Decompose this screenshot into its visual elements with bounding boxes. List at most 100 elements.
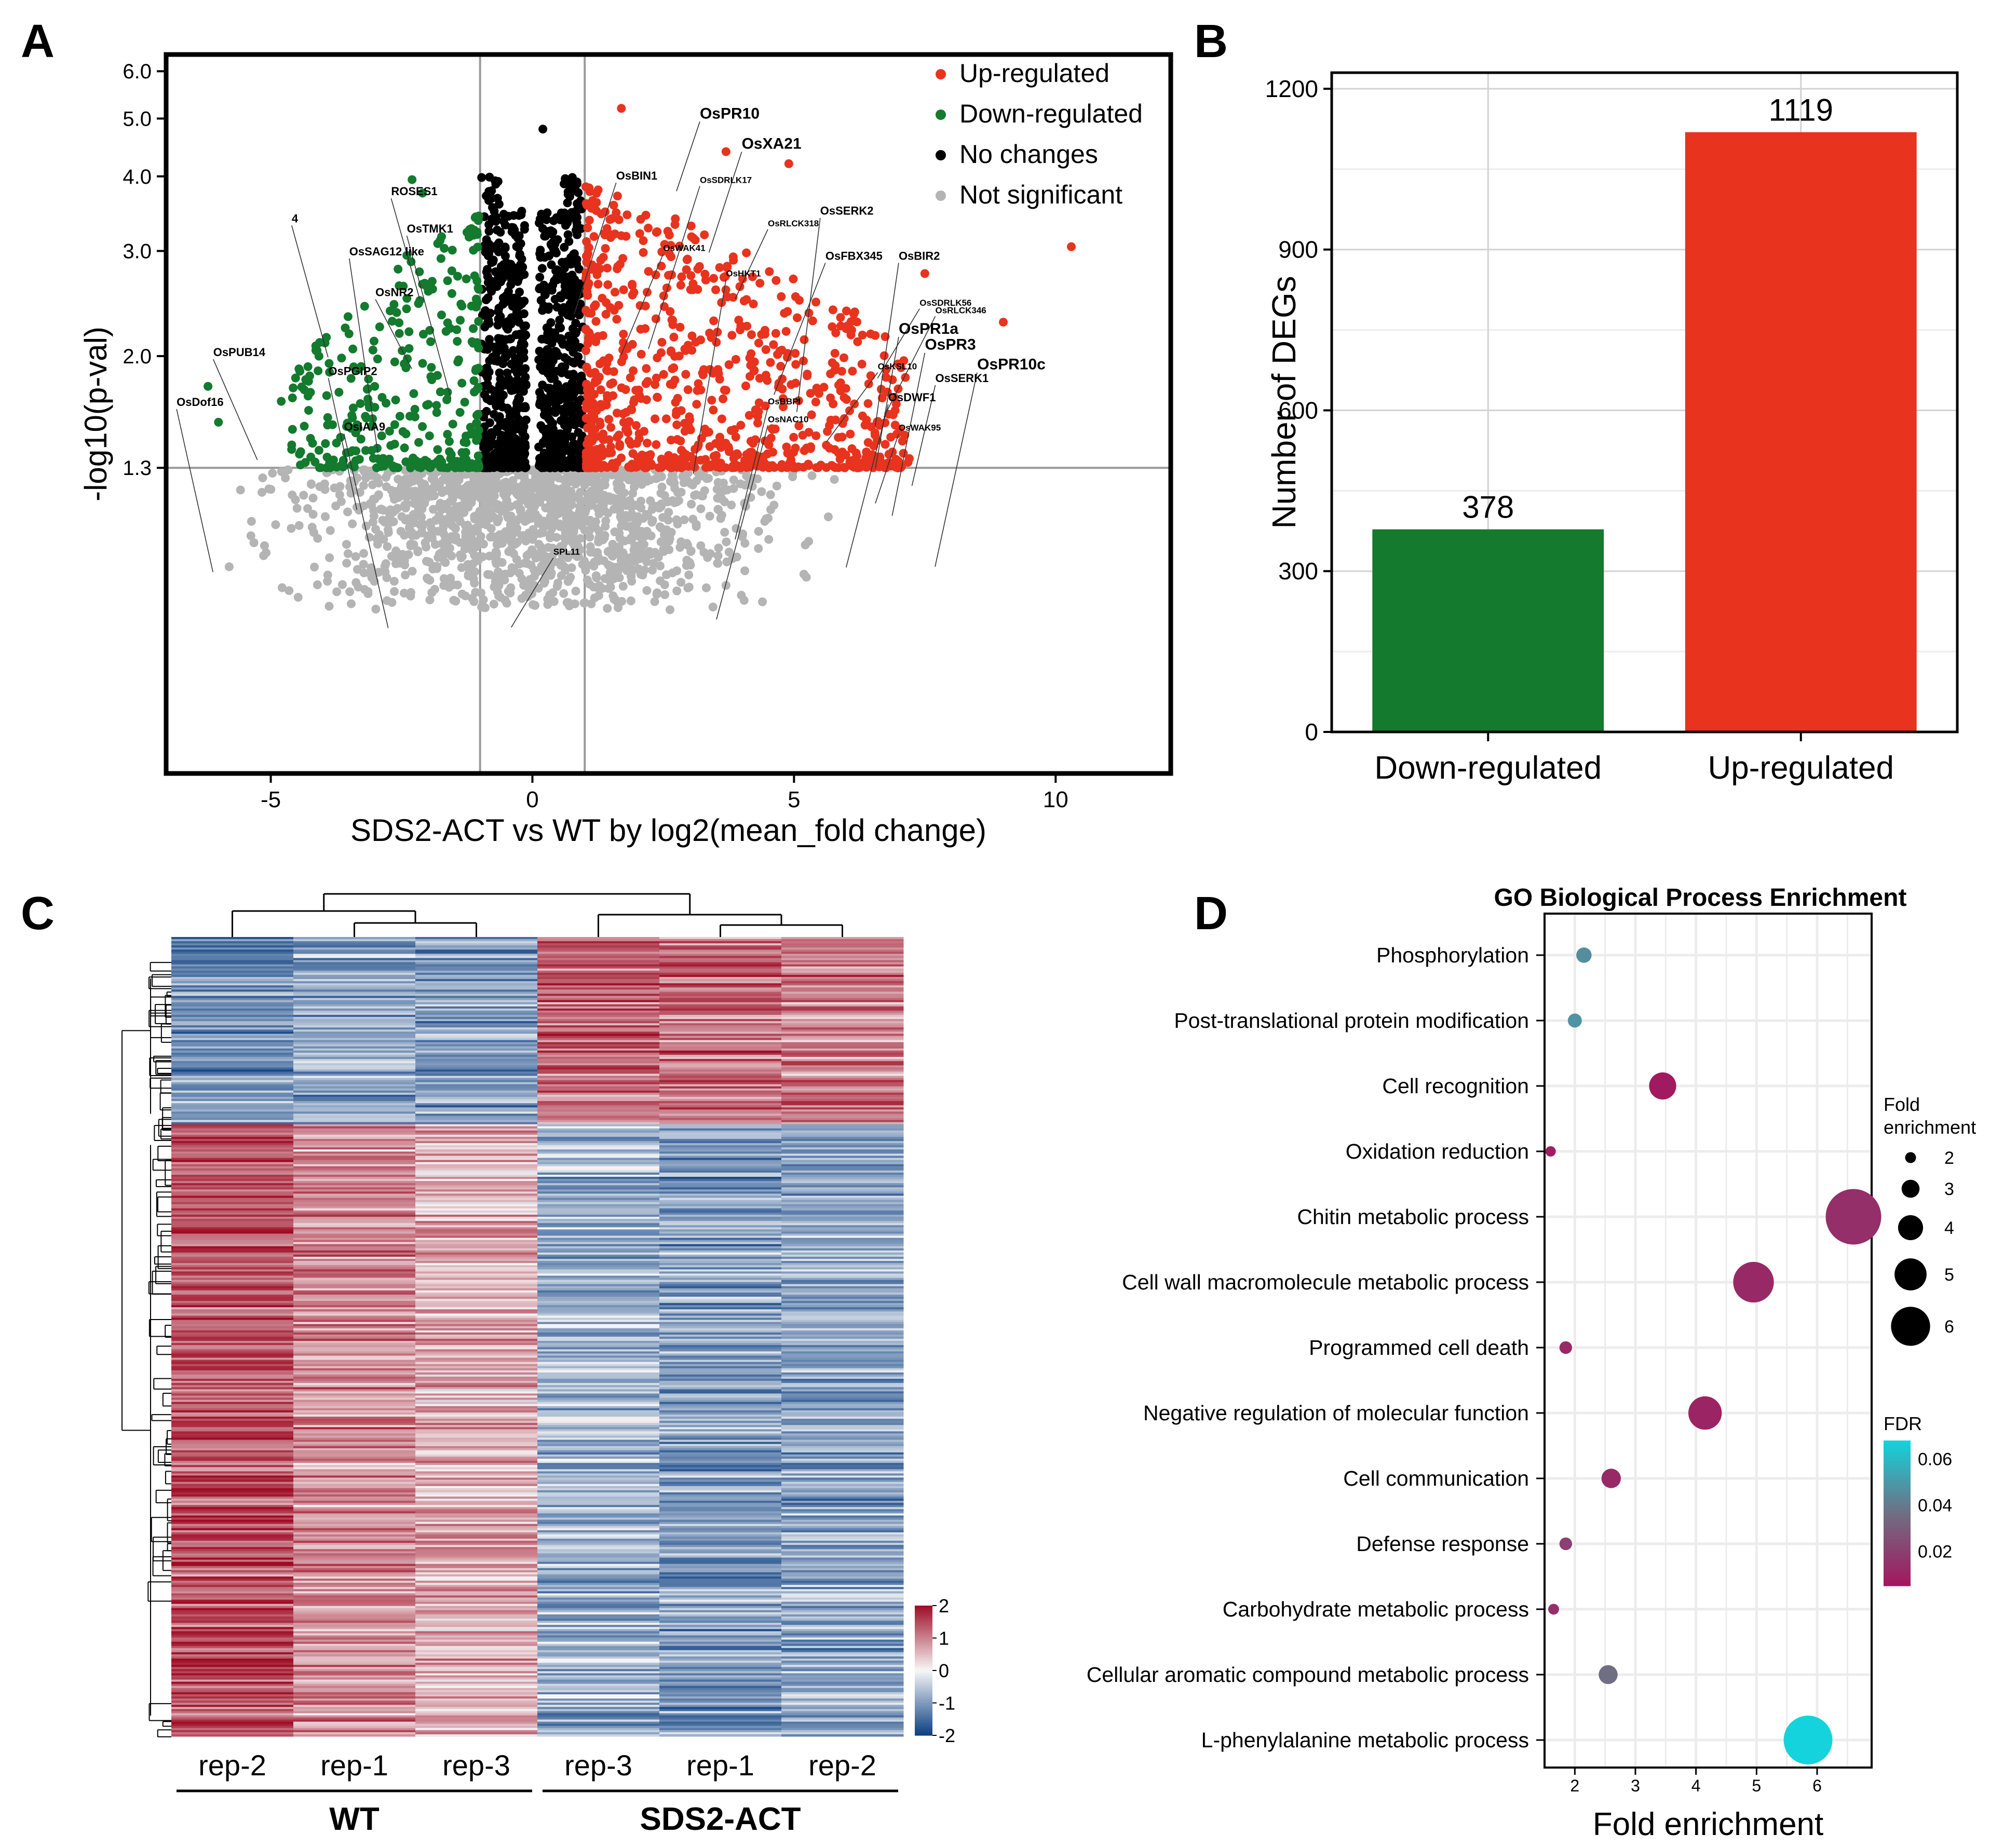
- heatmap-cell: [781, 1166, 904, 1169]
- heatmap-cell: [537, 1139, 660, 1142]
- heatmap-cell: [171, 1050, 294, 1053]
- up-regulated-point: [622, 419, 632, 429]
- up-regulated-point: [683, 385, 693, 395]
- not-significant-point: [700, 486, 709, 495]
- no-change-point: [503, 443, 512, 452]
- not-significant-point: [559, 589, 568, 598]
- down-regulated-point: [457, 301, 467, 310]
- heatmap-cell: [293, 1069, 416, 1072]
- up-regulated-point: [582, 200, 591, 210]
- not-significant-point: [521, 511, 531, 521]
- legend-label: Down-regulated: [959, 99, 1143, 128]
- heatmap-cell: [781, 1147, 904, 1150]
- heatmap-cell: [415, 972, 538, 975]
- heatmap-cell: [171, 1034, 294, 1036]
- heatmap-cell: [415, 1181, 538, 1184]
- no-change-point: [561, 277, 570, 287]
- heatmap-cell: [415, 1280, 538, 1283]
- gene-label-leader: [935, 372, 978, 567]
- heatmap-cell: [781, 1067, 904, 1070]
- heatmap-cell: [171, 1427, 294, 1430]
- not-significant-point: [661, 538, 671, 548]
- heatmap-cell: [781, 1357, 904, 1361]
- heatmap-cell: [659, 1425, 782, 1428]
- heatmap-cell: [415, 1132, 538, 1135]
- up-regulated-point: [608, 391, 618, 400]
- heatmap-cell: [781, 1389, 904, 1392]
- heatmap-cell: [537, 972, 660, 975]
- heatmap-cell: [537, 1299, 660, 1301]
- heatmap-cell: [293, 1357, 416, 1361]
- heatmap-cell: [537, 1090, 660, 1093]
- heatmap-cell: [659, 1286, 782, 1289]
- heatmap-cell: [537, 1408, 660, 1411]
- no-change-point: [518, 262, 527, 271]
- gene-label: SPL11: [553, 547, 580, 557]
- heatmap-cell: [293, 1309, 416, 1312]
- not-significant-point: [518, 496, 527, 505]
- heatmap-cell: [293, 1229, 416, 1232]
- no-change-point: [502, 352, 511, 362]
- up-regulated-point: [834, 433, 843, 442]
- no-change-point: [494, 307, 503, 316]
- heatmap-cell: [781, 949, 904, 952]
- heatmap-cell: [415, 1050, 538, 1053]
- heatmap-cell: [781, 979, 904, 982]
- no-change-point: [485, 396, 495, 405]
- heatmap-cell: [781, 1111, 904, 1114]
- up-regulated-point: [672, 406, 681, 416]
- heatmap-cell: [293, 1143, 416, 1146]
- gene-label: OsRLCK318: [768, 219, 819, 228]
- heatmap-cell: [659, 1337, 782, 1339]
- heatmap-cell: [659, 966, 782, 969]
- heatmap-cell: [659, 1183, 782, 1186]
- heatmap-cell: [415, 1090, 538, 1093]
- heatmap-cell: [171, 1086, 294, 1089]
- heatmap-cell: [781, 1334, 904, 1337]
- up-regulated-point: [657, 337, 667, 347]
- heatmap-cell: [781, 1395, 904, 1398]
- not-significant-point: [594, 526, 604, 536]
- not-significant-point: [337, 580, 347, 589]
- no-change-point: [545, 384, 554, 393]
- heatmap-cell: [415, 1353, 538, 1356]
- up-regulated-point: [627, 405, 637, 414]
- panel-label-b: B: [1194, 16, 1228, 67]
- heatmap-cell: [537, 1111, 660, 1114]
- heatmap-cell: [171, 1141, 294, 1144]
- no-change-point: [563, 198, 572, 208]
- no-change-point: [555, 315, 564, 324]
- up-regulated-point: [584, 308, 593, 318]
- heatmap-cell: [415, 1221, 538, 1224]
- bar: [1685, 132, 1917, 732]
- heatmap-cell: [781, 1326, 904, 1329]
- heatmap-cell: [171, 1370, 294, 1373]
- heatmap-cell: [293, 1059, 416, 1062]
- not-significant-point: [364, 533, 374, 542]
- heatmap-cell: [659, 996, 782, 999]
- down-regulated-point: [457, 460, 466, 469]
- not-significant-point: [469, 481, 479, 490]
- not-significant-point: [544, 543, 553, 552]
- not-significant-point: [249, 538, 259, 548]
- not-significant-point: [503, 499, 512, 509]
- heatmap-cell: [293, 1099, 416, 1102]
- heatmap-cell: [659, 1366, 782, 1369]
- heatmap-cell: [415, 1332, 538, 1335]
- heatmap-cell: [171, 1038, 294, 1041]
- up-regulated-point: [866, 329, 875, 338]
- heatmap-cell: [659, 1107, 782, 1110]
- y-tick-label: 900: [1278, 236, 1318, 263]
- heatmap-cell: [293, 1317, 416, 1321]
- not-significant-point: [367, 563, 376, 572]
- heatmap-cell: [537, 1429, 660, 1432]
- heatmap-cell: [415, 1252, 538, 1255]
- not-significant-point: [507, 547, 517, 556]
- heatmap-cell: [293, 989, 416, 992]
- not-significant-point: [417, 504, 427, 513]
- heatmap-cell: [171, 1145, 294, 1148]
- heatmap-cell: [659, 1046, 782, 1049]
- heatmap-cell: [781, 1183, 904, 1186]
- not-significant-point: [463, 560, 472, 569]
- heatmap-cell: [293, 1372, 416, 1375]
